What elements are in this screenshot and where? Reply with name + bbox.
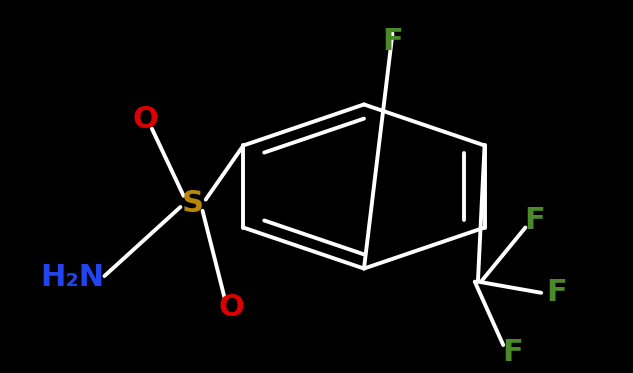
- Text: F: F: [503, 338, 523, 367]
- Text: F: F: [547, 278, 567, 307]
- Text: F: F: [525, 206, 545, 235]
- Text: S: S: [182, 189, 204, 218]
- Text: O: O: [218, 293, 244, 322]
- Text: F: F: [382, 26, 403, 56]
- Text: O: O: [133, 105, 158, 134]
- Text: H₂N: H₂N: [41, 263, 105, 292]
